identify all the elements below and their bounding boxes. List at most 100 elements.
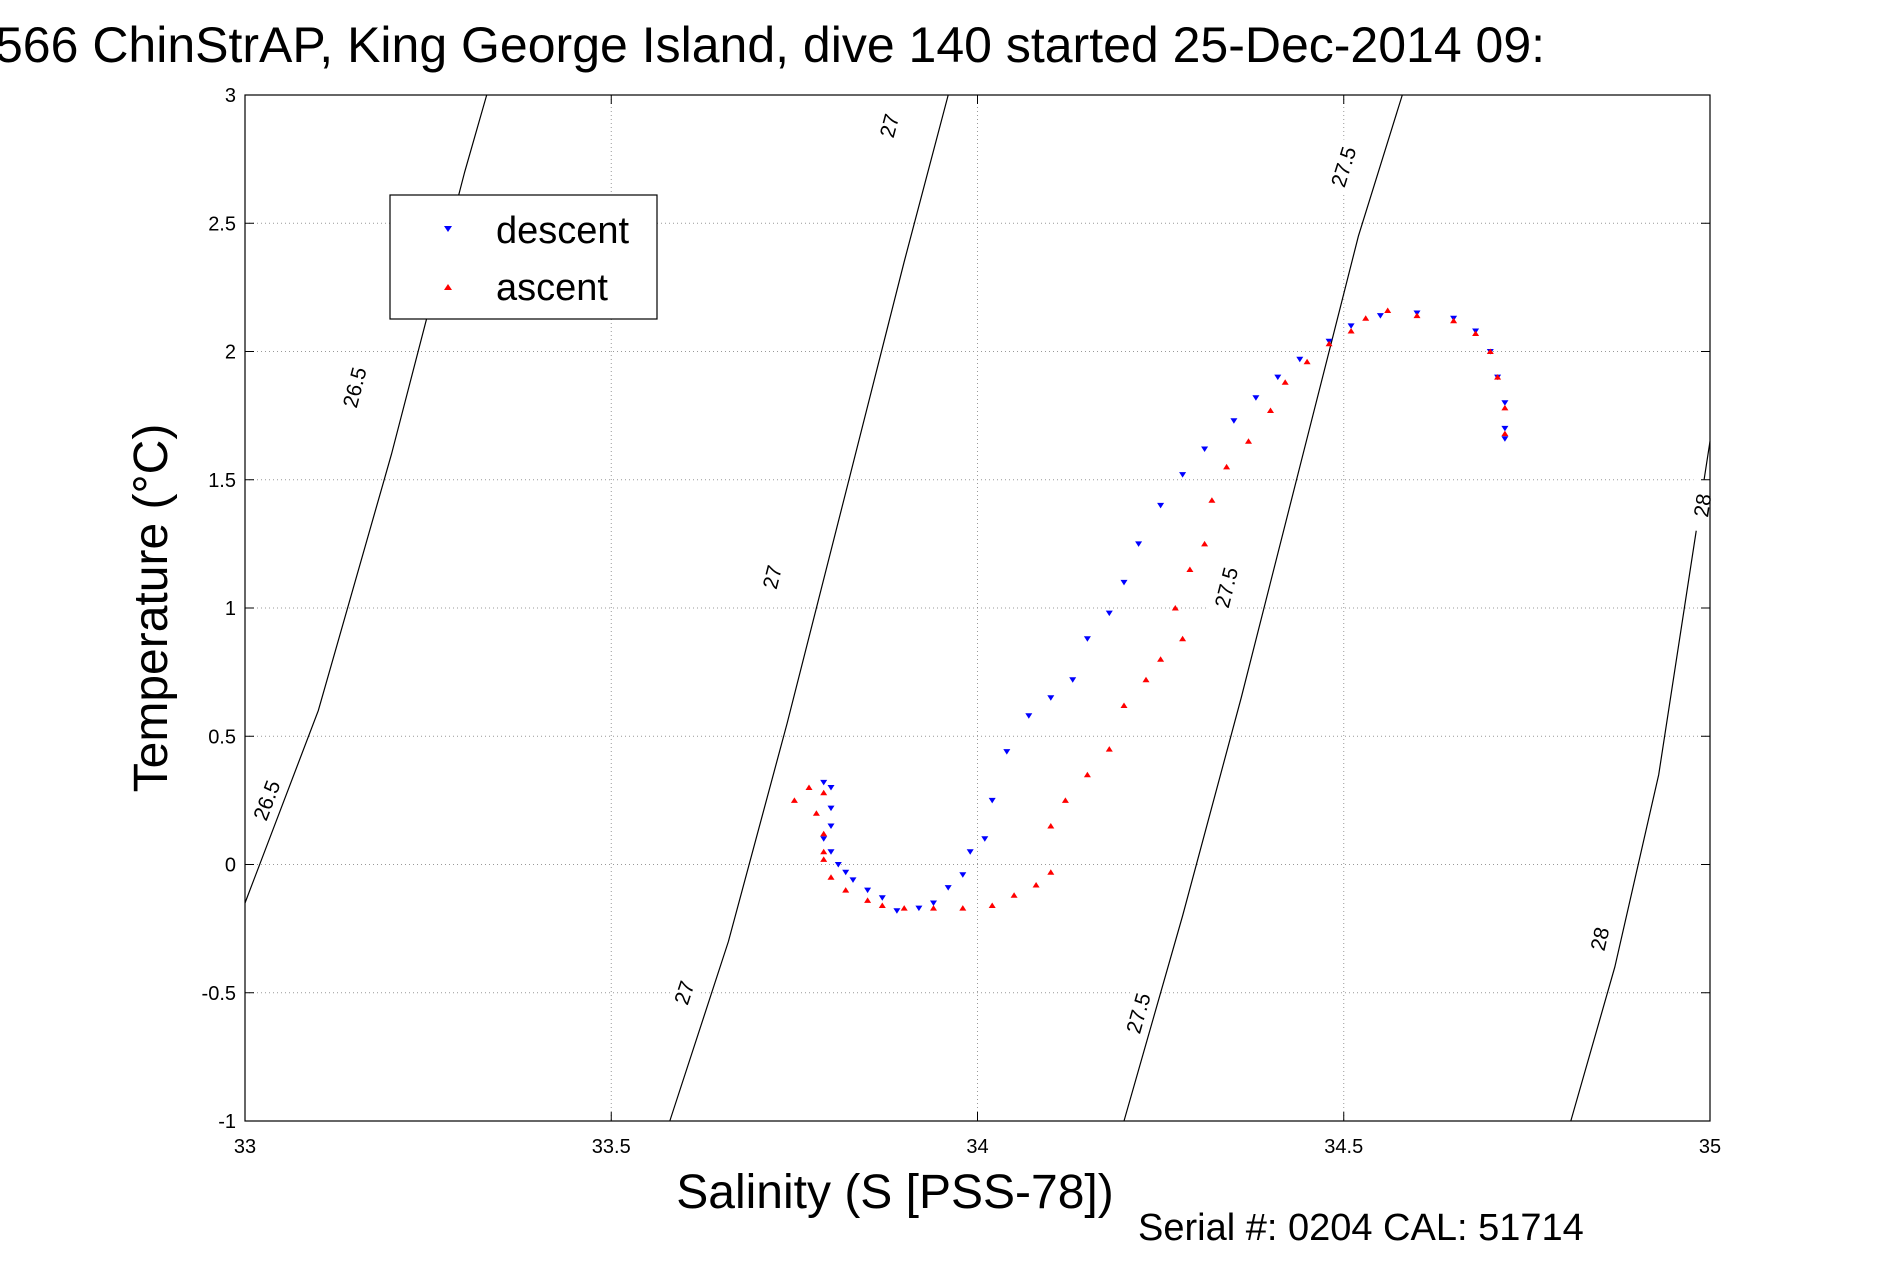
descent-point [864,887,872,894]
ascent-point [1303,358,1311,365]
legend-marker-descent [444,226,452,232]
x-tick-label: 35 [1699,1136,1721,1158]
contour-label-bg [335,358,375,416]
y-tick-label: 1 [225,598,236,620]
ascent-point [1061,797,1069,803]
descent-point [1501,400,1509,406]
contour-label: 27 [759,563,787,591]
descent-point [849,877,857,883]
descent-point [1047,695,1055,701]
y-tick-label: 2 [225,342,236,364]
ascent-point [1120,702,1128,708]
descent-point [944,885,952,891]
contour-label-bg [1685,477,1720,534]
legend-marker-ascent [444,284,452,290]
contour-label: 28 [1690,492,1716,519]
ascent-point [1010,892,1018,898]
chart-title: 566 ChinStrAP, King George Island, dive … [0,17,1545,73]
y-tick-label: -0.5 [202,983,236,1005]
ascent-point [1384,307,1392,313]
ascent-point [864,897,872,903]
descent-point [842,869,850,876]
descent-point [1274,374,1282,381]
legend-label-ascent: ascent [496,267,608,309]
contour-label-bg [1581,910,1619,968]
descent-point [827,805,835,812]
descent-point [1003,749,1011,755]
y-tick-label: 3 [225,85,236,107]
ascent-point [1142,676,1150,683]
y-tick-label: 1.5 [208,470,236,492]
ascent-point [842,887,850,893]
contour-label-bg [1207,559,1246,616]
x-tick-label: 33.5 [592,1136,631,1158]
ascent-point [820,789,828,796]
contour-label-bg [664,964,705,1022]
descent-point [966,849,974,855]
descent-point [1179,472,1187,478]
series-ascent [790,307,1509,911]
series-descent [820,310,1509,914]
ascent-point [1171,605,1179,611]
ascent-point [1245,438,1252,444]
contour-label-bg [245,771,289,830]
ascent-point [1494,374,1502,380]
y-tick-label: 0 [225,855,236,877]
density-contour-27.5 [1123,94,1403,1122]
descent-point [827,823,835,829]
ascent-point [790,797,798,803]
contour-label-bg [753,548,792,606]
descent-point [930,900,937,906]
contour-label: 28 [1587,925,1615,953]
contour-label: 26.5 [339,365,372,410]
ascent-point [1486,348,1494,354]
legend: descent ascent [389,194,658,320]
ascent-point [1032,882,1040,888]
ascent-point [820,830,828,837]
ascent-point [1362,315,1370,321]
ascent-point [1501,404,1509,411]
descent-point [981,836,989,842]
ascent-point [827,874,835,880]
contour-label: 27.5 [1327,144,1361,190]
y-axis-ticks: -1 -0.5 0 0.5 1 1.5 2 2.5 3 [202,85,1710,1133]
descent-point [1252,395,1260,401]
ascent-point [878,902,886,908]
descent-point [1120,579,1128,586]
ascent-point [820,856,828,862]
descent-point [1105,610,1113,617]
descent-point [893,908,901,914]
contour-label-bg [1323,138,1364,196]
descent-point [820,836,828,842]
x-axis-ticks: 33 33.5 34 34.5 35 [234,95,1721,1158]
ascent-point [1047,869,1055,875]
ascent-point [959,905,967,911]
descent-point [1083,636,1091,642]
descent-point [1501,425,1509,432]
y-tick-label: -1 [218,1111,236,1133]
contour-label-bg [870,97,909,155]
ascent-point [900,905,908,911]
descent-point [878,895,886,901]
ascent-point [1472,330,1480,336]
ascent-point [1501,430,1509,437]
y-tick-label: 2.5 [208,213,236,235]
descent-point [827,849,835,855]
density-contour-28 [1570,441,1711,1122]
descent-point [1501,436,1509,442]
x-tick-label: 33 [234,1136,256,1158]
ascent-point [1083,771,1091,778]
ascent-point [1186,566,1194,572]
ascent-point [1157,656,1165,662]
descent-point [834,862,842,868]
x-tick-label: 34.5 [1324,1136,1363,1158]
ascent-point [1208,497,1216,503]
descent-point [959,872,967,878]
descent-point [1230,418,1238,424]
descent-point [1069,677,1077,683]
contour-label-bg [1118,984,1159,1042]
ascent-point [1281,379,1289,385]
ascent-point [930,905,937,911]
density-contour-27 [669,94,949,1122]
descent-point [1157,502,1165,509]
